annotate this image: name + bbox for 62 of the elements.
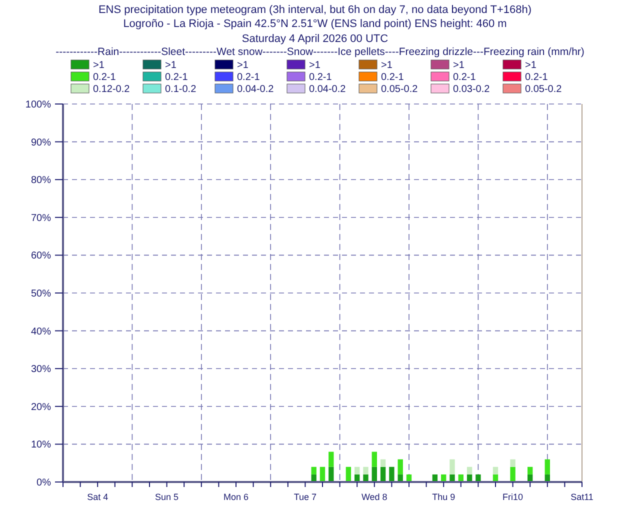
chart-title: ENS precipitation type meteogram (3h interval, but 6h on day 7, no data beyond T+168h) — [98, 4, 532, 16]
bar — [354, 466, 360, 474]
legend-label: 0.04-0.2 — [237, 84, 274, 95]
legend-label: >1 — [525, 60, 537, 71]
legend-label: 0.2-1 — [525, 72, 548, 83]
y-tick-label: 50% — [30, 288, 52, 300]
y-tick-label: 0% — [36, 478, 52, 488]
y-tick-label: 20% — [30, 402, 52, 413]
y-tick-label: 90% — [30, 137, 52, 148]
bar — [363, 466, 368, 474]
legend-label: 0.04-0.2 — [309, 84, 346, 95]
legend-label: >1 — [381, 60, 393, 71]
legend-label: 0.2-1 — [381, 72, 404, 83]
x-tick-label: Fri10 — [502, 492, 524, 502]
bar — [328, 452, 334, 467]
bar — [528, 466, 533, 474]
y-tick-label: 100% — [25, 100, 52, 110]
bar — [450, 474, 455, 482]
bar — [372, 452, 377, 467]
legend-label: >1 — [93, 60, 105, 71]
y-tick-label: 60% — [30, 250, 52, 262]
x-tick-label: Sat11 — [570, 492, 594, 502]
legend-title: ------------Rain------------Sleet---------Wet snow-------Snow-------Ice pellets----Freezing drizzle---Freezing rain (mm/hr) — [56, 46, 584, 58]
legend-label: >1 — [453, 60, 465, 71]
bar — [510, 459, 516, 467]
x-tick-label: Wed 8 — [361, 492, 388, 502]
bar — [398, 459, 403, 474]
bar — [544, 459, 550, 474]
x-tick-label: Sun 5 — [155, 492, 179, 502]
legend-label: 0.2-1 — [309, 72, 332, 83]
bar — [466, 466, 472, 474]
bar — [476, 474, 481, 482]
x-tick-label: Mon 6 — [223, 492, 249, 502]
y-tick-label: 70% — [30, 212, 52, 224]
bar — [311, 466, 316, 474]
legend-label: 0.1-0.2 — [165, 84, 197, 95]
y-tick-label: 30% — [30, 364, 52, 376]
y-tick-label: 40% — [30, 326, 52, 338]
bar — [492, 466, 498, 474]
bar — [363, 474, 368, 482]
legend-label: >1 — [237, 60, 249, 71]
x-tick-label: Sat 4 — [87, 492, 108, 502]
bar — [510, 466, 516, 482]
legend-label: 0.2-1 — [453, 72, 476, 83]
legend-label: >1 — [309, 60, 321, 71]
x-tick-label: Thu 9 — [432, 492, 456, 502]
legend-label: 0.2-1 — [237, 72, 260, 83]
chart-subtitle: Logroño - La Rioja - Spain 42.5°N 2.51°W (ENS land point) ENS height: 460 m — [123, 18, 507, 30]
legend-label: 0.05-0.2 — [525, 84, 562, 95]
y-tick-label: 80% — [30, 175, 52, 186]
legend-label: 0.2-1 — [165, 72, 188, 83]
legend-label: 0.12-0.2 — [93, 84, 130, 95]
bar — [450, 459, 455, 474]
text: Saturday 4 April 2026 00 UTC — [242, 33, 388, 45]
legend-label: 0.03-0.2 — [453, 84, 490, 95]
bar — [380, 459, 386, 467]
legend-label: >1 — [165, 60, 177, 71]
bar — [389, 466, 394, 482]
legend-label: 0.05-0.2 — [381, 84, 418, 95]
y-tick-label: 10% — [30, 440, 52, 451]
legend-label: 0.2-1 — [93, 72, 116, 83]
x-tick-label: Tue 7 — [294, 492, 317, 502]
